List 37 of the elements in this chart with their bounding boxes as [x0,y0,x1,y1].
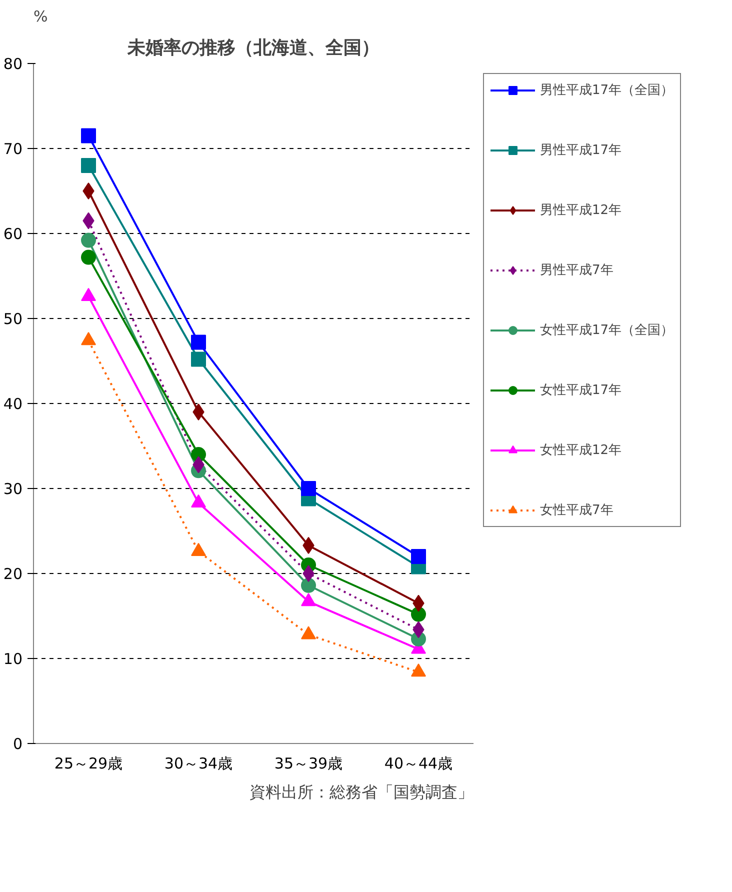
y-tick-label: 40 [3,395,23,413]
point [81,158,96,173]
y-tick-label: 10 [3,650,23,668]
chart-title: 未婚率の推移（北海道、全国） [126,38,380,58]
legend-label: 男性平成7年 [540,262,614,279]
y-axis-title: % [34,8,48,26]
x-tick-label: 30～34歳 [164,754,233,772]
y-tick-label: 0 [12,735,23,753]
y-tick-label: 30 [3,480,23,498]
point [301,481,316,496]
point [81,128,96,144]
point [191,352,206,367]
point [81,232,96,248]
point [191,334,206,350]
legend-label: 女性平成17年（全国） [540,322,674,339]
x-tick-label: 40～44歳 [384,754,453,772]
legend-label: 男性平成12年 [540,202,622,219]
text: 資料出所：総務省「国勢調査」 [250,782,474,802]
y-tick-label: 70 [3,140,23,158]
point [302,565,314,582]
point [81,250,96,265]
y-tick-label: 60 [3,225,23,243]
point [411,606,426,622]
point [411,549,426,564]
legend-label: 女性平成7年 [540,502,614,519]
point [301,578,316,593]
y-tick-label: 50 [3,310,23,328]
x-tick-label: 35～39歳 [274,754,343,772]
legend-label: 男性平成17年 [540,142,622,159]
point [82,182,94,200]
x-tick-label: 25～29歳 [54,754,123,772]
y-tick-label: 80 [3,55,23,73]
point [192,404,204,420]
y-tick-label: 20 [3,565,23,583]
legend-label: 女性平成12年 [540,442,622,459]
legend-label: 女性平成17年 [540,382,622,399]
legend-label: 男性平成17年（全国） [540,82,674,99]
